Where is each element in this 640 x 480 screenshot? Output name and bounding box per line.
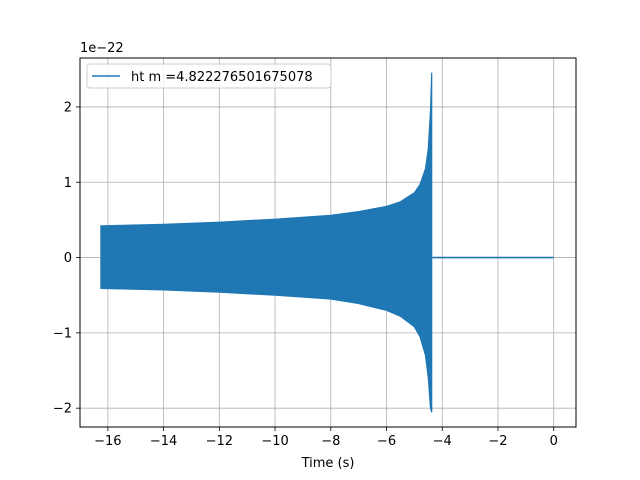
- x-tick-label: −2: [488, 434, 507, 449]
- legend: ht m =4.822276501675078: [86, 63, 332, 89]
- x-tick-label: −14: [150, 434, 177, 449]
- x-tick-label: −10: [261, 434, 288, 449]
- y-tick-label: 0: [64, 251, 72, 266]
- x-tick-label: −12: [206, 434, 233, 449]
- x-tick-label: −16: [94, 434, 121, 449]
- x-tick-label: 0: [550, 434, 558, 449]
- x-tick-label: −4: [433, 434, 452, 449]
- x-tick-label: −8: [321, 434, 340, 449]
- series-layer: [100, 72, 554, 413]
- y-tick-label: −2: [53, 402, 72, 417]
- y-tick-label: 2: [64, 100, 72, 115]
- y-offset-label: 1e−22: [80, 41, 124, 56]
- y-tick-label: −1: [53, 326, 72, 341]
- x-axis-label: Time (s): [301, 456, 355, 471]
- legend-label: ht m =4.822276501675078: [131, 70, 313, 85]
- legend-box: [86, 63, 332, 89]
- axes-frame: [79, 57, 577, 428]
- y-tick-label: 1: [64, 176, 72, 191]
- x-tick-label: −6: [377, 434, 396, 449]
- y-axis-ticks: −2 −1 0 1 2: [53, 100, 80, 417]
- x-axis-ticks: −16 −14 −12 −10 −8 −6 −4 −2 0: [94, 427, 558, 449]
- series-envelope: [100, 72, 433, 413]
